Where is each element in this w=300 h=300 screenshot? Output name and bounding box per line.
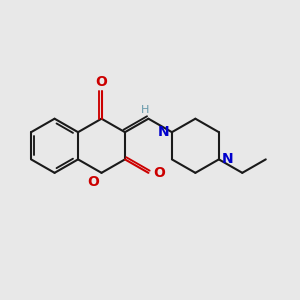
Text: H: H (141, 105, 149, 115)
Text: N: N (158, 124, 170, 139)
Text: O: O (96, 75, 107, 89)
Text: O: O (87, 175, 99, 189)
Text: N: N (221, 152, 233, 167)
Text: O: O (153, 166, 165, 180)
